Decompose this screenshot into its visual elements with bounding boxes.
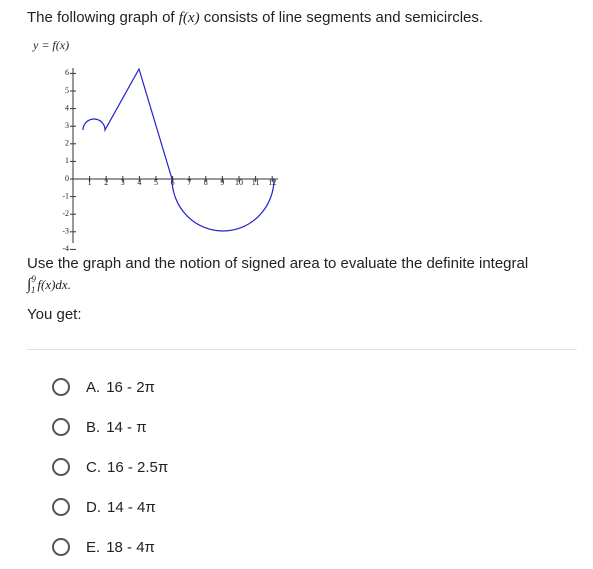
text: The following graph of: [27, 9, 179, 26]
option-text: 14 - π: [106, 418, 147, 436]
y-tick-label: 1: [65, 156, 69, 165]
option-letter: C.: [86, 458, 101, 476]
integrand: f(x)dx.: [37, 277, 71, 292]
x-tick-label: 8: [204, 178, 208, 187]
curve: [82, 67, 275, 232]
option: D. 14 - 4π: [52, 497, 156, 517]
option-letter: B.: [86, 418, 101, 436]
option-text: 18 - 4π: [106, 538, 155, 556]
x-tick-label: 12: [268, 178, 276, 187]
option: C. 16 - 2.5π: [52, 457, 168, 477]
radio-button[interactable]: [52, 418, 70, 436]
x-tick-label: 10: [235, 178, 243, 187]
radio-button[interactable]: [52, 538, 70, 556]
lower-limit: 1: [30, 285, 36, 295]
text: consists of line segments and semicircle…: [199, 9, 484, 26]
graph-label: y = f(x): [33, 38, 70, 52]
radio-button[interactable]: [52, 498, 70, 516]
y-tick-label: -2: [62, 209, 69, 218]
upper-limit: 9: [31, 274, 36, 284]
y-tick-label: 0: [65, 174, 69, 183]
x-tick-label: 7: [187, 178, 191, 187]
x-tick-label: 1: [88, 178, 92, 187]
integral-sign: ∫: [27, 276, 32, 293]
radio-button[interactable]: [52, 458, 70, 476]
y-tick-label: 6: [65, 68, 69, 77]
option: B. 14 - π: [52, 417, 147, 437]
y-tick-label: 5: [65, 86, 69, 95]
answer-label: You get:: [27, 306, 82, 323]
x-tick-label: 6: [171, 178, 175, 187]
y-tick-label: -4: [62, 244, 69, 253]
y-tick-label: 3: [65, 121, 69, 130]
x-tick-label: 11: [252, 178, 260, 187]
option: E. 18 - 4π: [52, 537, 155, 557]
option-text: 16 - 2π: [106, 378, 155, 396]
math: f(x): [178, 10, 200, 26]
option-letter: A.: [86, 378, 101, 396]
intro: The following graph of f(x) consists of …: [27, 9, 483, 27]
x-tick-label: 9: [220, 178, 224, 187]
option: A. 16 - 2π: [52, 377, 155, 397]
x-tick-label: 5: [154, 178, 158, 187]
prompt: Use the graph and the notion of signed a…: [27, 255, 529, 272]
option-text: 16 - 2.5π: [107, 458, 169, 476]
option-text: 14 - 4π: [107, 498, 156, 516]
option-letter: E.: [86, 538, 101, 556]
option-letter: D.: [86, 498, 101, 516]
radio-button[interactable]: [52, 378, 70, 396]
y-tick-label: 4: [65, 103, 69, 112]
x-tick-label: 3: [121, 178, 125, 187]
y-tick-label: 2: [65, 139, 69, 148]
integral: ∫91 f(x)dx.: [27, 274, 71, 295]
x-tick-label: 4: [137, 178, 141, 187]
y-tick-label: -1: [62, 191, 69, 200]
y-tick-label: -3: [62, 227, 69, 236]
x-tick-label: 2: [104, 178, 108, 187]
separator: [27, 349, 577, 350]
